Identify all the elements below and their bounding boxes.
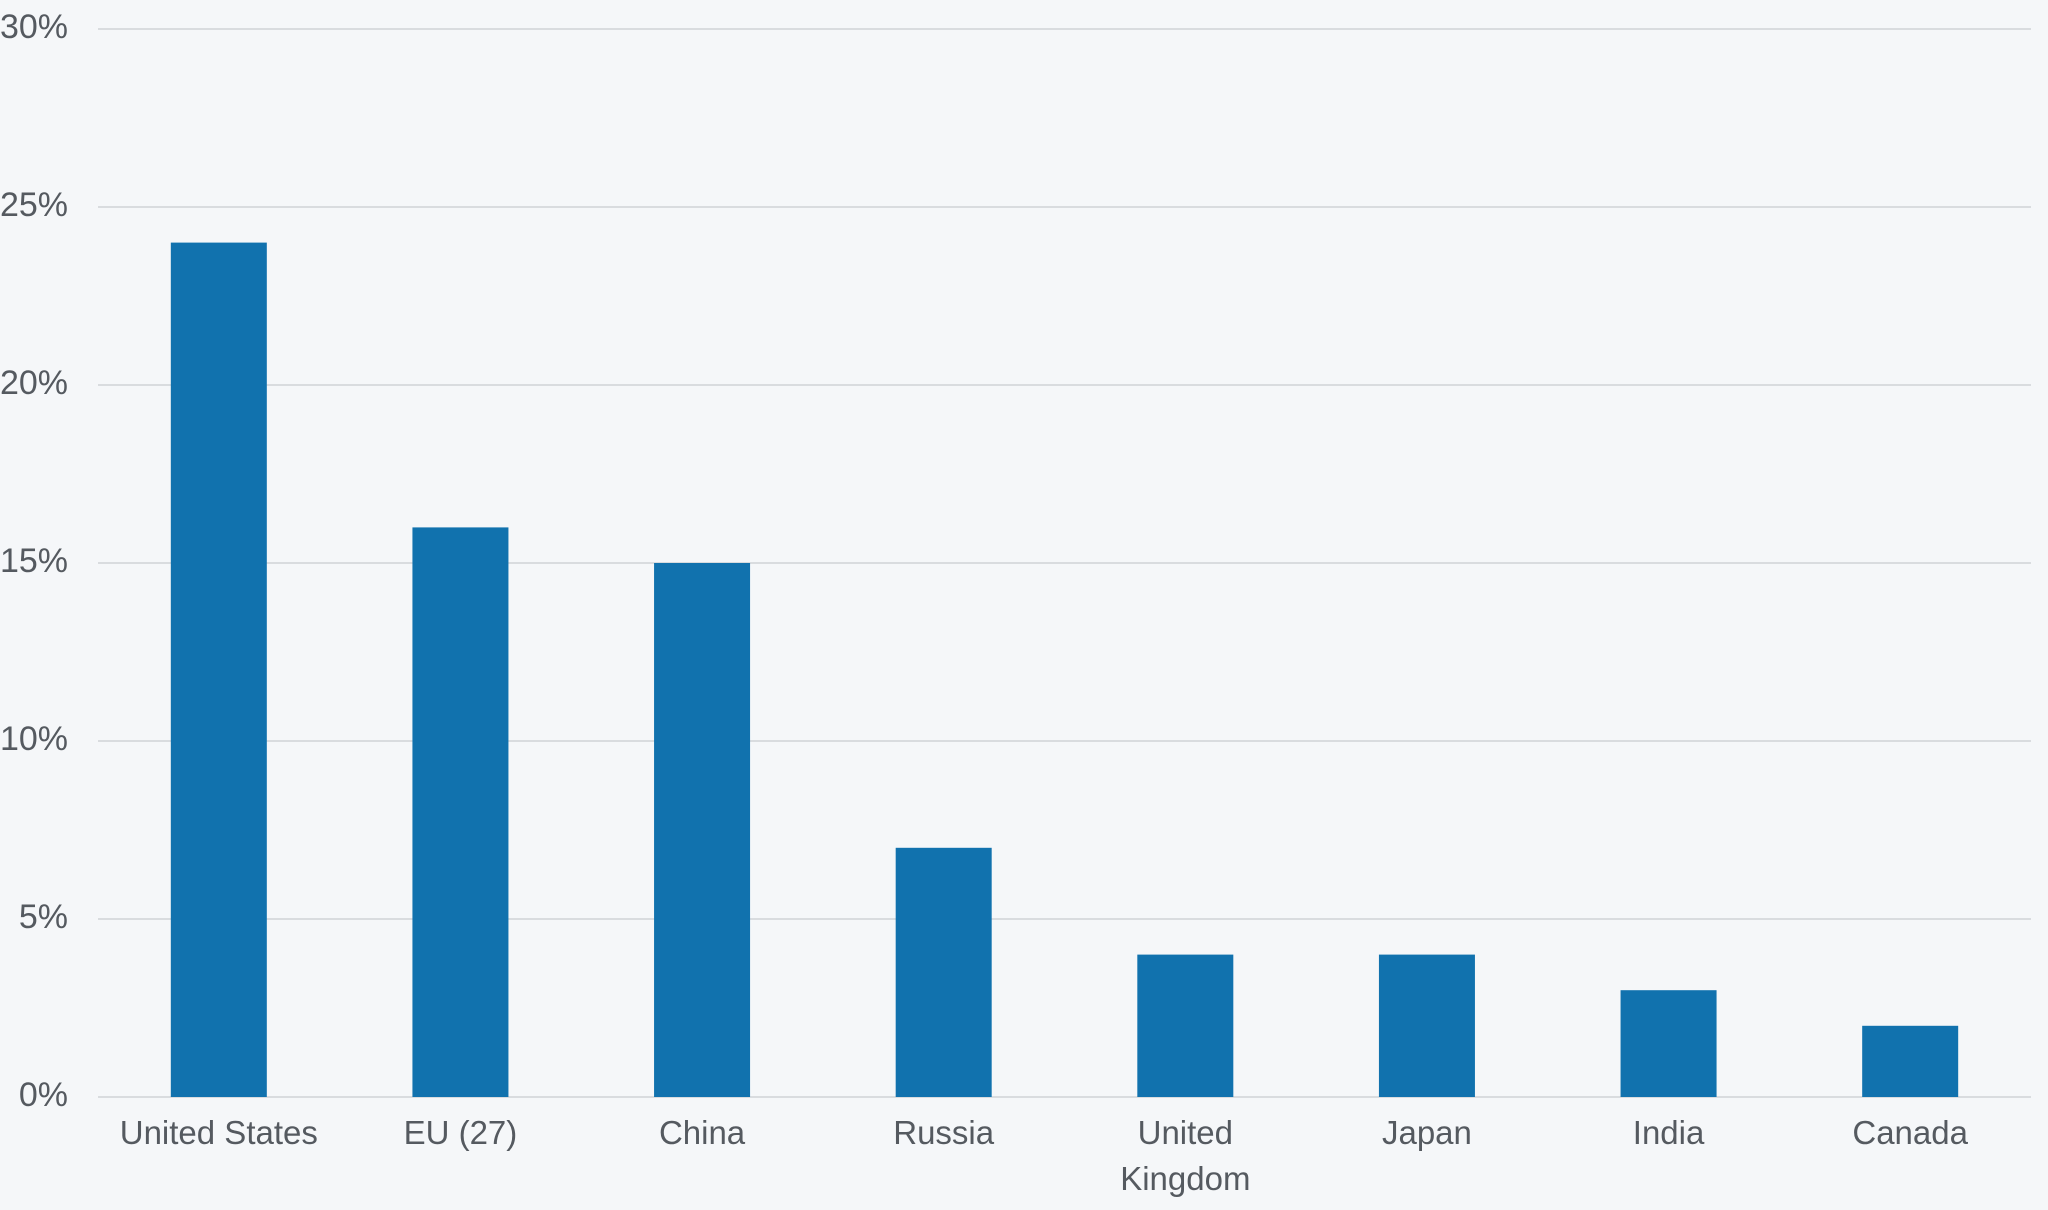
y-tick-label: 5% bbox=[19, 898, 68, 936]
x-tick-label: India bbox=[1632, 1114, 1705, 1151]
x-tick-label: China bbox=[658, 1114, 746, 1151]
y-tick-label: 20% bbox=[0, 364, 68, 402]
bar bbox=[1620, 990, 1717, 1097]
bar bbox=[895, 847, 992, 1097]
x-tick-label: Canada bbox=[1852, 1114, 1968, 1151]
x-tick-label: Japan bbox=[1381, 1114, 1472, 1151]
x-tick-label: United Kingdom bbox=[1120, 1114, 1251, 1197]
x-tick-label: United States bbox=[119, 1114, 318, 1151]
y-tick-label: 0% bbox=[19, 1076, 68, 1114]
bar bbox=[170, 242, 267, 1098]
y-tick-label: 15% bbox=[0, 542, 68, 580]
bar bbox=[654, 563, 751, 1097]
x-tick-label: EU (27) bbox=[403, 1114, 518, 1151]
y-tick-label: 30% bbox=[0, 8, 68, 46]
bar bbox=[1862, 1025, 1959, 1097]
x-tick-label: Russia bbox=[893, 1114, 995, 1151]
bar bbox=[1137, 954, 1234, 1097]
y-tick-label: 10% bbox=[0, 720, 68, 758]
y-tick-label: 25% bbox=[0, 186, 68, 224]
bar bbox=[412, 527, 509, 1097]
bar bbox=[1378, 954, 1475, 1097]
